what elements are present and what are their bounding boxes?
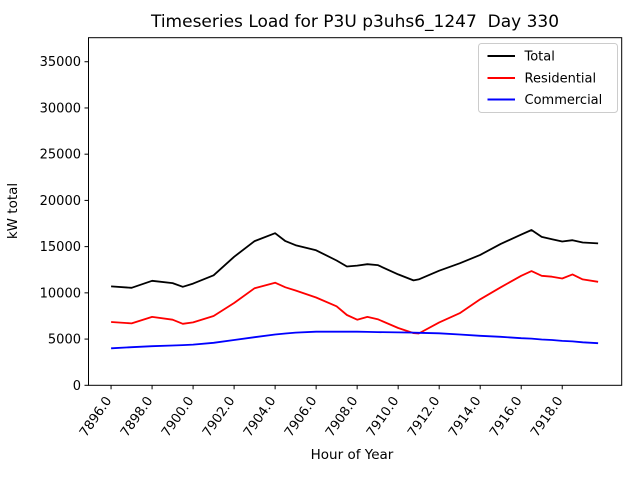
y-tick-label: 35000 xyxy=(40,55,81,70)
series-line-residential xyxy=(111,270,599,335)
x-tick-label: 7908.0 xyxy=(323,394,361,440)
legend: Total Residential Commercial xyxy=(478,43,618,113)
x-tick-label: 7910.0 xyxy=(364,394,402,440)
x-tick-label: 7896.0 xyxy=(77,394,115,440)
legend-item-commercial: Commercial xyxy=(487,93,603,108)
y-tick-label: 10000 xyxy=(40,286,81,301)
y-tick-label: 0 xyxy=(73,379,81,394)
x-tick-label: 7900.0 xyxy=(159,394,197,440)
legend-item-residential: Residential xyxy=(487,72,597,87)
y-tick-label: 20000 xyxy=(40,194,81,209)
chart-title: Timeseries Load for P3U p3uhs6_1247 Day … xyxy=(150,12,559,32)
legend-label-residential: Residential xyxy=(525,72,597,87)
series-line-commercial xyxy=(111,330,599,350)
axes-frame xyxy=(88,37,623,386)
y-axis-label: kW total xyxy=(5,183,21,239)
x-tick-label: 7912.0 xyxy=(405,394,443,440)
y-tick-label: 5000 xyxy=(48,333,81,348)
x-tick-label: 7916.0 xyxy=(487,394,525,440)
legend-frame xyxy=(478,43,618,113)
legend-label-total: Total xyxy=(524,50,555,65)
x-axis-label: Hour of Year xyxy=(311,447,394,463)
x-tick-label: 7898.0 xyxy=(118,394,156,440)
y-tick-label: 15000 xyxy=(40,240,81,255)
x-tick-label: 7904.0 xyxy=(241,394,279,440)
y-tick-label: 30000 xyxy=(40,101,81,116)
legend-item-total: Total xyxy=(487,50,555,65)
x-tick-label: 7914.0 xyxy=(446,394,484,440)
legend-label-commercial: Commercial xyxy=(525,93,603,108)
series-line-total xyxy=(111,229,599,289)
x-tick-label: 7918.0 xyxy=(528,394,566,440)
x-tick-label: 7906.0 xyxy=(282,394,320,440)
y-tick-label: 25000 xyxy=(40,148,81,163)
x-tick-label: 7902.0 xyxy=(200,394,238,440)
